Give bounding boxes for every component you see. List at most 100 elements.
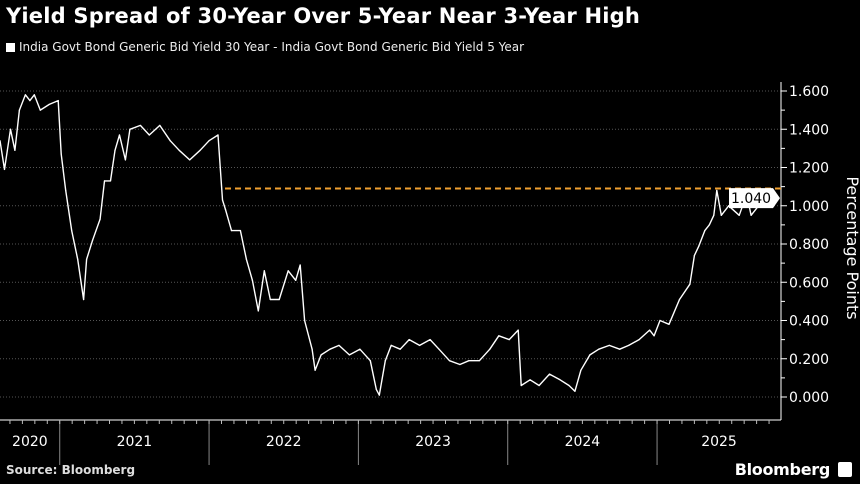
data-point	[668, 323, 670, 325]
y-tick-label: 0.800	[789, 237, 829, 253]
data-point	[559, 379, 561, 381]
data-point	[459, 363, 461, 366]
data-point	[438, 348, 440, 350]
data-point	[529, 379, 531, 381]
data-point	[83, 298, 85, 301]
series-line	[0, 94, 766, 396]
data-point	[390, 344, 392, 346]
last-value-label: 1.040	[731, 191, 771, 207]
y-tick-label: 0.000	[789, 390, 829, 406]
data-point	[71, 230, 73, 232]
data-point	[169, 140, 171, 142]
data-point	[24, 94, 26, 96]
data-point	[448, 360, 451, 362]
data-point	[548, 373, 551, 375]
data-point	[99, 218, 101, 220]
brand-logo: Bloomberg	[734, 460, 831, 479]
data-point	[217, 134, 219, 136]
last-value-badge	[729, 188, 780, 209]
data-point	[278, 298, 280, 301]
data-point	[517, 329, 519, 331]
data-point	[568, 384, 570, 387]
data-point	[720, 214, 722, 216]
data-point	[408, 339, 410, 341]
data-point	[508, 339, 510, 341]
data-point	[29, 99, 31, 102]
data-point	[478, 360, 480, 362]
data-point	[608, 344, 610, 346]
legend-label: India Govt Bond Generic Bid Yield 30 Yea…	[19, 40, 525, 54]
data-point	[520, 384, 522, 387]
data-point	[148, 134, 150, 136]
x-tick-label: 2022	[266, 434, 302, 450]
x-tick-label: 2024	[565, 434, 601, 450]
data-point	[124, 159, 127, 161]
y-tick-label: 1.000	[789, 199, 829, 215]
data-point	[750, 214, 752, 216]
data-point	[299, 264, 301, 266]
data-point	[399, 348, 401, 350]
data-point	[221, 199, 224, 201]
y-axis-label: Percentage Points	[843, 176, 860, 319]
data-point	[693, 254, 695, 257]
data-point	[314, 369, 316, 371]
data-point	[230, 230, 233, 232]
y-tick-label: 1.200	[789, 161, 829, 177]
data-point	[139, 124, 141, 127]
data-point	[538, 384, 540, 387]
data-point	[269, 298, 271, 301]
data-point	[103, 180, 106, 182]
data-point	[178, 149, 180, 151]
data-point	[109, 180, 112, 182]
data-point	[77, 258, 79, 260]
y-tick-label: 0.600	[789, 275, 829, 291]
data-point	[263, 270, 265, 272]
data-point	[86, 258, 88, 260]
data-point	[689, 283, 691, 285]
x-tick-label: 2025	[701, 434, 737, 450]
legend-swatch	[6, 42, 15, 52]
data-point	[224, 208, 227, 211]
legend: India Govt Bond Generic Bid Yield 30 Yea…	[6, 40, 524, 54]
source-note: Source: Bloomberg	[6, 463, 136, 477]
data-point	[638, 339, 640, 341]
data-point	[574, 390, 576, 392]
data-point	[419, 344, 421, 346]
data-point	[619, 348, 621, 350]
data-point	[598, 348, 600, 350]
data-point	[0, 140, 1, 142]
data-point	[375, 388, 377, 390]
data-point	[580, 369, 582, 371]
x-tick-label: 2020	[12, 434, 48, 450]
data-point	[9, 128, 12, 130]
data-point	[716, 189, 718, 192]
data-point	[338, 344, 340, 346]
data-point	[65, 189, 67, 192]
data-point	[199, 149, 201, 151]
data-point	[287, 270, 289, 272]
y-tick-label: 1.400	[789, 122, 829, 138]
data-point	[60, 153, 62, 155]
data-point	[468, 360, 470, 362]
bloomberg-icon	[838, 462, 852, 477]
data-point	[48, 103, 50, 105]
data-point	[295, 279, 297, 281]
data-point	[311, 348, 313, 350]
data-point	[320, 354, 322, 356]
data-point	[384, 360, 386, 362]
data-point	[57, 99, 59, 102]
data-point	[118, 134, 121, 136]
chart-title: Yield Spread of 30-Year Over 5-Year Near…	[6, 4, 641, 28]
data-point	[129, 128, 131, 130]
data-point	[114, 149, 116, 151]
data-point	[708, 224, 710, 226]
data-point	[498, 335, 500, 337]
data-point	[648, 329, 651, 331]
data-point	[33, 94, 35, 96]
data-point	[257, 310, 259, 312]
data-point	[159, 124, 161, 127]
data-point	[329, 348, 331, 350]
data-point	[378, 394, 380, 396]
data-point	[189, 159, 191, 161]
